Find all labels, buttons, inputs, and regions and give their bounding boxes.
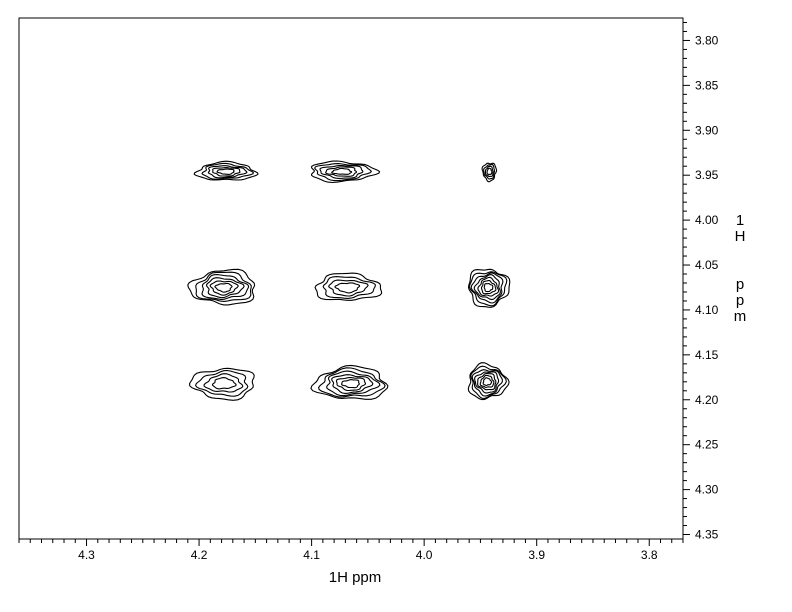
contour-level <box>214 282 233 293</box>
contour-level <box>470 365 507 399</box>
x-tick-label: 4.0 <box>416 548 433 562</box>
contour-level <box>335 376 367 392</box>
y-tick-label: 4.20 <box>695 393 719 407</box>
contour-level <box>470 272 504 304</box>
cross-peak <box>467 362 510 401</box>
y-tick-label: 4.00 <box>695 213 719 227</box>
contour-level <box>205 277 245 299</box>
contour-level <box>207 165 248 179</box>
contour-level <box>471 369 503 397</box>
y-tick-label: 3.85 <box>695 78 719 92</box>
x-tick-label: 4.1 <box>303 548 320 562</box>
cross-peak <box>187 268 256 306</box>
contour-level <box>482 377 493 387</box>
y-tick-label: 3.90 <box>695 123 719 137</box>
plot-frame <box>18 17 684 540</box>
y-tick-label: 4.15 <box>695 348 719 362</box>
contour-level <box>201 162 255 180</box>
contour-level <box>486 167 493 176</box>
cross-peak <box>467 268 511 308</box>
contour-level <box>201 274 250 300</box>
contour-level <box>325 166 358 177</box>
contour-level <box>328 279 369 297</box>
contour-level <box>209 280 239 296</box>
contour-layer <box>187 160 511 401</box>
cross-peak <box>481 162 498 183</box>
x-tick-label: 3.8 <box>641 548 658 562</box>
cross-peak <box>310 364 389 400</box>
contour-level <box>469 271 508 307</box>
contour-level <box>341 379 360 389</box>
cross-peak <box>311 160 381 184</box>
contour-level <box>481 162 498 183</box>
contour-level <box>484 165 494 178</box>
contour-level <box>194 369 249 397</box>
y-tick-label: 3.80 <box>695 33 719 47</box>
contour-level <box>322 276 376 299</box>
x-tick-label: 4.2 <box>191 548 208 562</box>
contour-level <box>216 168 235 175</box>
contour-level <box>314 272 383 301</box>
contour-level <box>318 367 386 398</box>
y-axis: 3.80 3.85 3.90 3.95 4.00 4.05 4.10 4.15 4.20 4.25… <box>683 21 719 542</box>
contour-level <box>331 374 374 394</box>
contour-level <box>477 276 500 297</box>
y-tick-label: 4.30 <box>695 483 719 497</box>
x-axis-title: 1H ppm <box>329 569 382 586</box>
cross-peak <box>193 160 259 181</box>
y-tick-label: 4.05 <box>695 258 719 272</box>
contour-level <box>474 371 500 394</box>
y-tick-label: 3.95 <box>695 168 719 182</box>
contour-level <box>189 367 255 401</box>
contour-level <box>319 165 364 179</box>
contour-level <box>311 160 381 184</box>
cross-peak <box>314 272 383 301</box>
contour-level <box>477 372 497 391</box>
x-tick-label: 4.3 <box>78 548 95 562</box>
x-axis: 4.3 4.2 4.1 4.0 3.9 3.8 <box>18 539 684 562</box>
contour-level <box>212 167 241 177</box>
contour-level <box>314 163 372 182</box>
contour-level <box>467 362 510 401</box>
contour-level <box>483 164 496 180</box>
contour-level <box>187 268 256 306</box>
cross-peak <box>189 367 255 401</box>
contour-level <box>211 377 237 390</box>
contour-level <box>483 283 494 293</box>
contour-level <box>473 274 501 301</box>
contour-level <box>334 282 361 294</box>
contour-level <box>203 373 244 393</box>
y-tick-label: 4.25 <box>695 438 719 452</box>
contour-level <box>331 167 353 175</box>
x-tick-label: 3.9 <box>528 548 545 562</box>
contour-level <box>310 364 389 400</box>
contour-level <box>479 374 495 388</box>
contour-level <box>193 160 259 181</box>
contour-level <box>326 370 381 397</box>
y-tick-label: 4.10 <box>695 303 719 317</box>
contour-level <box>480 279 497 295</box>
contour-level <box>467 268 511 308</box>
contour-level <box>195 271 252 302</box>
y-tick-label: 4.35 <box>695 528 719 542</box>
